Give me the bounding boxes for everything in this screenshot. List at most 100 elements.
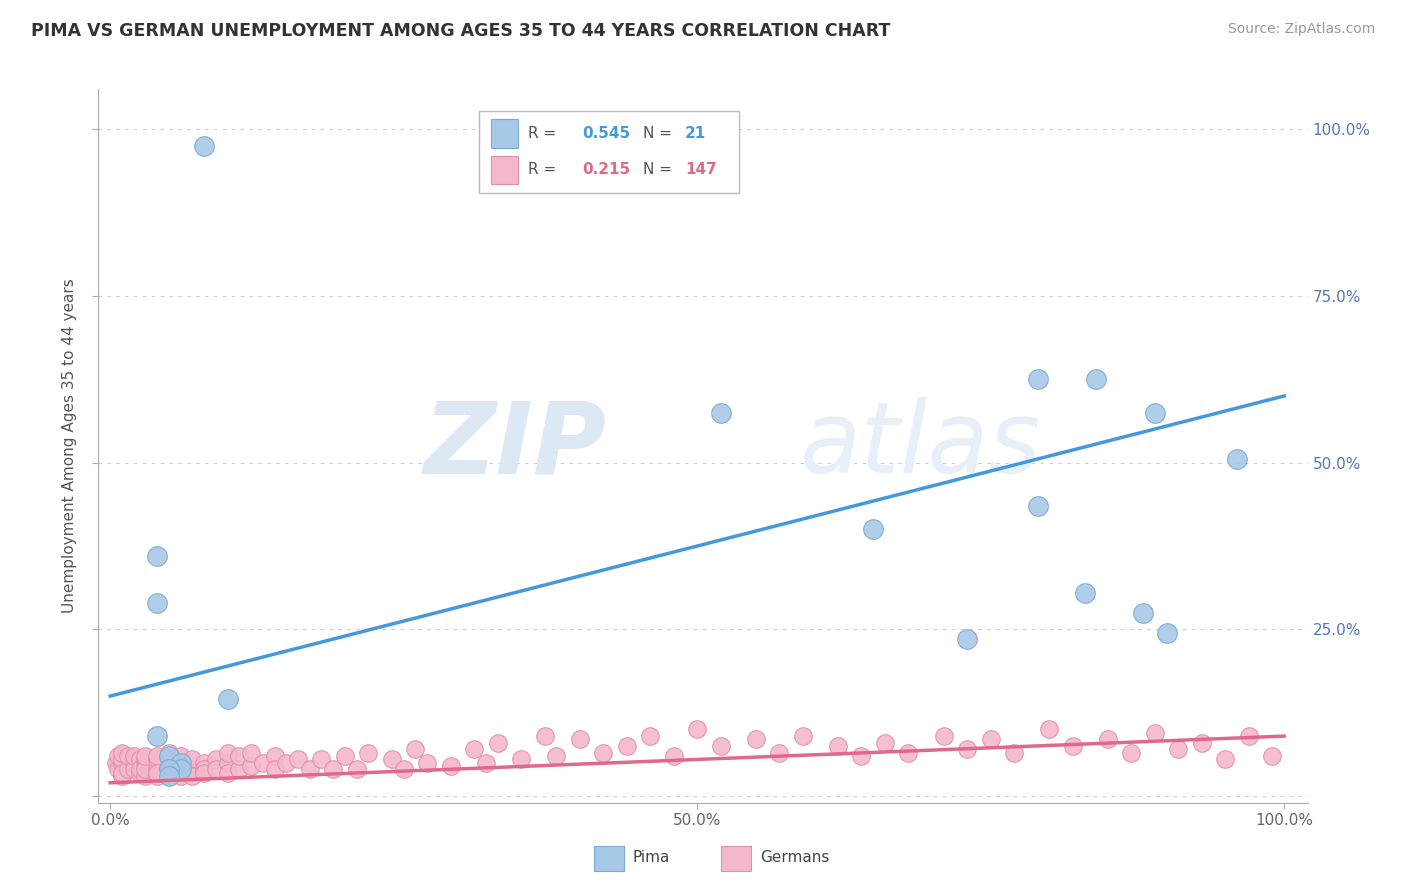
Point [768, 746, 790, 760]
Point [416, 756, 439, 770]
Point [181, 763, 204, 777]
Text: atlas: atlas [800, 398, 1042, 494]
Point [217, 756, 239, 770]
Point [873, 736, 896, 750]
Point [157, 769, 180, 783]
Point [792, 729, 814, 743]
Point [745, 732, 768, 747]
Point [181, 769, 204, 783]
Point [1026, 499, 1049, 513]
Point [157, 749, 180, 764]
Point [128, 765, 150, 780]
Point [217, 692, 239, 706]
Point [568, 732, 591, 747]
Point [851, 749, 873, 764]
Point [276, 756, 298, 770]
Point [1062, 739, 1084, 753]
Point [1002, 746, 1025, 760]
Point [111, 765, 134, 780]
Point [322, 763, 344, 777]
Point [1026, 372, 1049, 386]
Point [1226, 452, 1249, 467]
Point [932, 729, 955, 743]
Point [146, 763, 169, 777]
Text: PIMA VS GERMAN UNEMPLOYMENT AMONG AGES 35 TO 44 YEARS CORRELATION CHART: PIMA VS GERMAN UNEMPLOYMENT AMONG AGES 3… [31, 22, 890, 40]
Text: R =: R = [527, 126, 561, 141]
Point [157, 763, 180, 777]
Point [146, 749, 169, 764]
Point [169, 749, 191, 764]
FancyBboxPatch shape [492, 155, 517, 184]
Point [439, 759, 461, 773]
Point [117, 749, 139, 764]
Point [157, 746, 180, 760]
Point [1097, 732, 1119, 747]
Point [1261, 749, 1284, 764]
Point [956, 632, 979, 647]
Point [228, 763, 250, 777]
Point [463, 742, 485, 756]
Point [240, 759, 263, 773]
Point [1215, 752, 1237, 766]
Point [128, 763, 150, 777]
Point [146, 596, 169, 610]
Point [169, 763, 191, 777]
Text: N =: N = [643, 162, 676, 178]
Point [616, 739, 638, 753]
Point [533, 729, 555, 743]
Point [128, 752, 150, 766]
Point [157, 769, 180, 783]
Point [287, 752, 309, 766]
Point [134, 769, 156, 783]
Point [546, 749, 568, 764]
Point [263, 763, 285, 777]
Point [134, 749, 156, 764]
Point [146, 729, 169, 743]
Point [169, 756, 191, 770]
Point [662, 749, 685, 764]
Point [204, 763, 226, 777]
Point [240, 746, 263, 760]
Point [146, 765, 169, 780]
Point [298, 763, 321, 777]
Point [346, 763, 368, 777]
Point [263, 749, 285, 764]
Point [117, 763, 139, 777]
Text: 21: 21 [685, 126, 706, 141]
Y-axis label: Unemployment Among Ages 35 to 44 years: Unemployment Among Ages 35 to 44 years [62, 278, 77, 614]
Point [956, 742, 979, 756]
Point [169, 763, 191, 777]
Point [1167, 742, 1189, 756]
Point [638, 729, 661, 743]
Point [193, 763, 215, 777]
Point [111, 746, 134, 760]
FancyBboxPatch shape [721, 846, 751, 871]
Point [228, 749, 250, 764]
Point [134, 763, 156, 777]
Text: Source: ZipAtlas.com: Source: ZipAtlas.com [1227, 22, 1375, 37]
Point [710, 739, 733, 753]
Text: R =: R = [527, 162, 561, 178]
Point [193, 765, 215, 780]
Point [122, 756, 145, 770]
Point [146, 752, 169, 766]
Point [111, 752, 134, 766]
Point [710, 406, 733, 420]
Point [1085, 372, 1108, 386]
Point [1143, 725, 1166, 739]
Text: N =: N = [643, 126, 676, 141]
Point [217, 765, 239, 780]
Point [486, 736, 509, 750]
Point [134, 752, 156, 766]
Point [1121, 746, 1143, 760]
Point [157, 763, 180, 777]
FancyBboxPatch shape [479, 111, 740, 193]
Point [311, 752, 333, 766]
Point [1073, 585, 1095, 599]
Point [381, 752, 404, 766]
Point [111, 756, 134, 770]
Point [333, 749, 356, 764]
FancyBboxPatch shape [595, 846, 624, 871]
Point [193, 756, 215, 770]
Text: 147: 147 [685, 162, 717, 178]
